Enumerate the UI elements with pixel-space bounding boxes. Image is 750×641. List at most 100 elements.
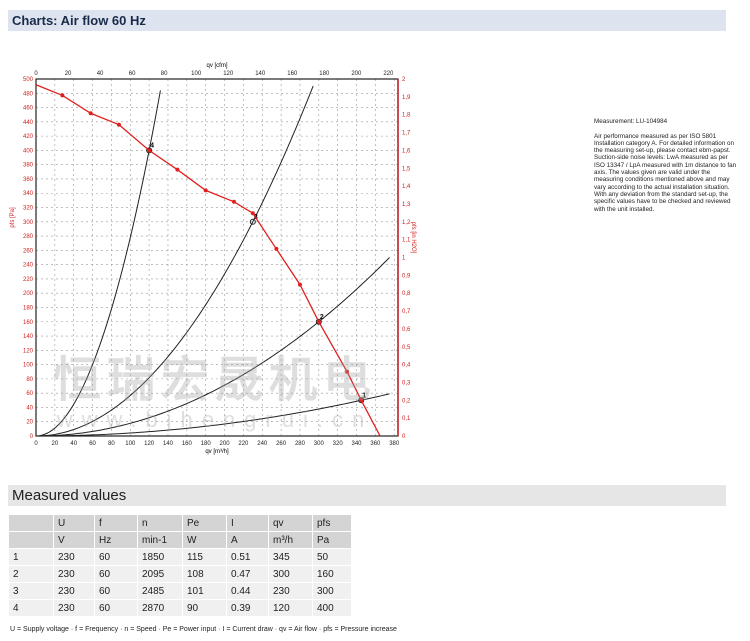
y2-tick-label: 1,7 (402, 131, 411, 137)
y-tick-label: 300 (23, 220, 34, 226)
x-tick-label: 0 (34, 441, 38, 447)
y-tick-label: 20 (26, 420, 33, 426)
x-tick-label: 120 (144, 441, 155, 447)
table-cell: 2095 (138, 566, 182, 582)
x-tick-label: 80 (108, 441, 115, 447)
operating-point (146, 147, 153, 154)
table-row: 2 230 60 2095 108 0.47 300 160 (9, 566, 351, 582)
y2-tick-label: 1,4 (402, 184, 411, 190)
table-cell: 4 (9, 600, 53, 616)
y2-tick-label: 0,5 (402, 345, 411, 351)
table-cell: 300 (313, 583, 351, 599)
table-cell: 115 (183, 549, 226, 565)
y-tick-label: 220 (23, 277, 34, 283)
fan-curve-point (203, 188, 208, 193)
x-axis-label: qv [m³/h] (205, 449, 229, 455)
x-tick-label: 40 (70, 441, 77, 447)
y-tick-label: 260 (23, 248, 34, 254)
table-cell: 60 (95, 549, 137, 565)
table-cell: 60 (95, 566, 137, 582)
table-cell: 90 (183, 600, 226, 616)
table-cell: Pe (183, 515, 226, 531)
y-tick-label: 60 (26, 391, 33, 397)
watermark-logo: 恒瑞宏晟机电 (53, 354, 377, 407)
x2-tick-label: 60 (129, 71, 136, 77)
page-title: Charts: Air flow 60 Hz (8, 10, 726, 31)
y-tick-label: 500 (23, 77, 34, 83)
fan-curve-point (274, 246, 279, 251)
table-cell: I (227, 515, 268, 531)
x-tick-label: 260 (276, 441, 287, 447)
x2-tick-label: 140 (255, 71, 266, 77)
y2-tick-label: 0,8 (402, 291, 411, 297)
y-tick-label: 320 (23, 206, 34, 212)
system-curve-2 (35, 257, 390, 437)
x-tick-label: 200 (220, 441, 231, 447)
y2-axis-label: pfs [in H2O] (410, 222, 416, 254)
y-tick-label: 200 (23, 291, 34, 297)
x-tick-label: 140 (163, 441, 174, 447)
x-tick-label: 160 (182, 441, 193, 447)
measured-values-title: Measured values (8, 485, 726, 506)
fan-curve-point (359, 398, 364, 403)
x2-tick-label: 40 (97, 71, 104, 77)
y2-tick-label: 0 (402, 434, 406, 440)
system-curve-4 (35, 90, 161, 437)
table-cell: pfs (313, 515, 351, 531)
table-cell: 2870 (138, 600, 182, 616)
fan-curve-point (175, 167, 180, 172)
y-tick-label: 480 (23, 91, 34, 97)
x2-tick-label: 180 (319, 71, 330, 77)
table-cell: 230 (54, 600, 94, 616)
y-tick-label: 120 (23, 348, 34, 354)
table-cell: W (183, 532, 226, 548)
y2-tick-label: 1,5 (402, 166, 411, 172)
operating-point (315, 318, 322, 325)
table-cell: U (54, 515, 94, 531)
table-cell: f (95, 515, 137, 531)
y2-tick-label: 0,9 (402, 273, 411, 279)
y-tick-label: 420 (23, 134, 34, 140)
operating-point (249, 218, 256, 225)
fan-curve-point (88, 111, 93, 116)
table-cell: 0.39 (227, 600, 268, 616)
table-cell: 60 (95, 600, 137, 616)
y2-tick-label: 1 (402, 256, 406, 262)
y-tick-label: 180 (23, 305, 34, 311)
x-tick-label: 100 (125, 441, 136, 447)
x-tick-label: 340 (352, 441, 363, 447)
table-cell: V (54, 532, 94, 548)
y2-tick-label: 0,3 (402, 380, 411, 386)
x2-tick-label: 100 (191, 71, 202, 77)
x2-tick-label: 120 (223, 71, 234, 77)
y-tick-label: 400 (23, 148, 34, 154)
fan-curve-point (231, 199, 236, 204)
table-cell: 120 (269, 600, 312, 616)
y2-tick-label: 0,7 (402, 309, 411, 315)
x2-axis-label: qv [cfm] (206, 63, 227, 69)
y2-tick-label: 1,6 (402, 148, 411, 154)
measurement-id: Measurement: LU-104984 (594, 118, 668, 125)
table-cell: 230 (54, 566, 94, 582)
table-cell: 0.47 (227, 566, 268, 582)
y-axis-label: pfs [Pa] (10, 207, 16, 228)
y-tick-label: 40 (26, 405, 33, 411)
table-row: 3 230 60 2485 101 0.44 230 300 (9, 583, 351, 599)
y2-tick-label: 0,4 (402, 363, 411, 369)
table-row: 4 230 60 2870 90 0.39 120 400 (9, 600, 351, 616)
measurement-text: Air performance measured as per ISO 5801… (594, 132, 737, 213)
y-tick-label: 460 (23, 106, 34, 112)
fan-curve-point (116, 122, 121, 127)
table-row: 1 230 60 1850 115 0.51 345 50 (9, 549, 351, 565)
y-tick-label: 100 (23, 363, 34, 369)
y-tick-label: 80 (26, 377, 33, 383)
table-cell: 3 (9, 583, 53, 599)
table-cell: n (138, 515, 182, 531)
table-cell: 230 (54, 549, 94, 565)
system-curve-1 (35, 393, 390, 437)
operating-point-label: 1 (362, 392, 366, 399)
x-tick-label: 360 (370, 441, 381, 447)
table-cell: A (227, 532, 268, 548)
